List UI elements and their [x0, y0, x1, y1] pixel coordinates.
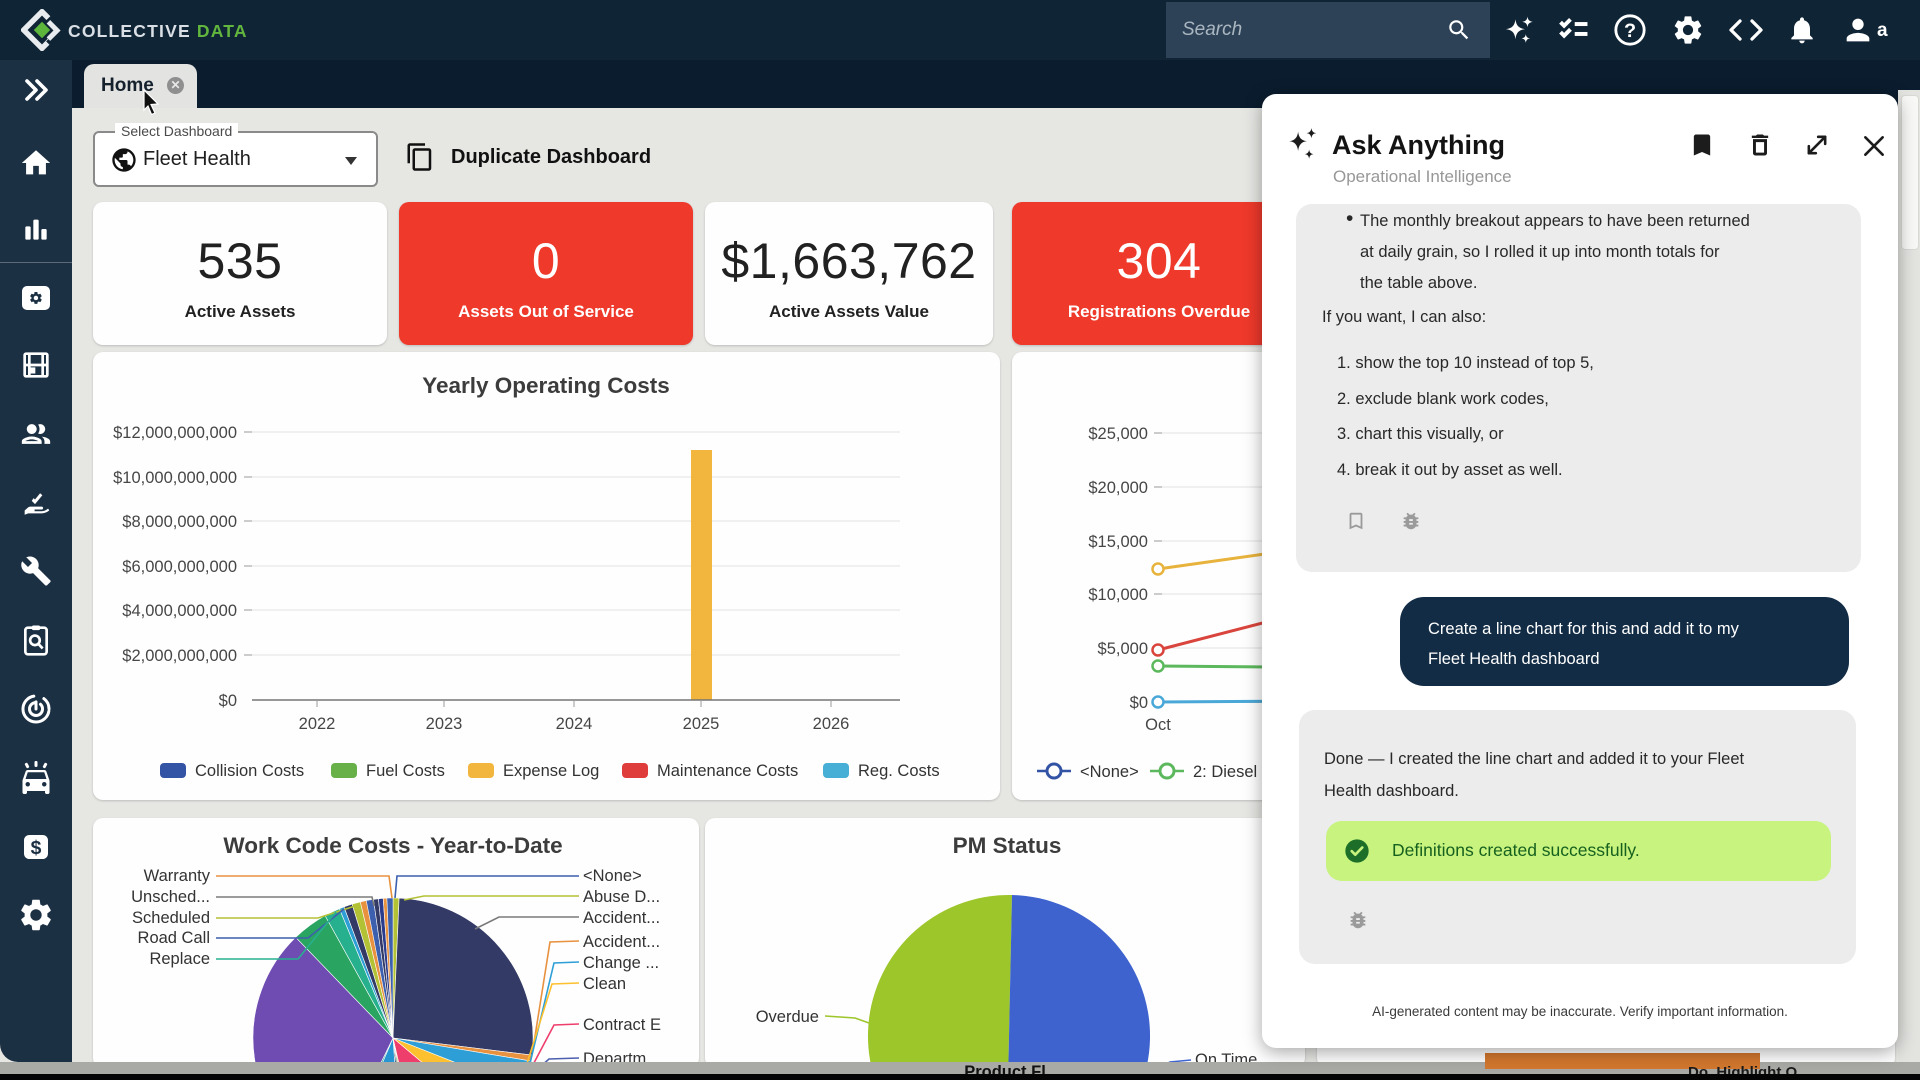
- svg-text:$25,000: $25,000: [1088, 425, 1148, 443]
- svg-text:$10,000: $10,000: [1088, 586, 1148, 604]
- svg-text:Oct: Oct: [1145, 716, 1171, 734]
- svg-text:$4,000,000,000: $4,000,000,000: [122, 602, 237, 620]
- svg-text:PM Status: PM Status: [953, 833, 1062, 858]
- svg-text:Accident...: Accident...: [583, 933, 660, 951]
- svg-text:Work Code Costs - Year-to-Date: Work Code Costs - Year-to-Date: [223, 833, 562, 858]
- svg-text:$8,000,000,000: $8,000,000,000: [122, 513, 237, 531]
- svg-text:Clean: Clean: [583, 975, 626, 993]
- svg-text:2025: 2025: [683, 715, 720, 733]
- svg-text:Abuse D...: Abuse D...: [583, 888, 660, 906]
- svg-text:Collision Costs: Collision Costs: [195, 762, 304, 780]
- svg-text:Overdue: Overdue: [756, 1008, 819, 1026]
- svg-text:2026: 2026: [813, 715, 850, 733]
- svg-text:Scheduled: Scheduled: [132, 909, 210, 927]
- svg-text:$10,000,000,000: $10,000,000,000: [113, 469, 237, 487]
- svg-text:$0: $0: [1130, 694, 1148, 712]
- svg-text:2024: 2024: [556, 715, 593, 733]
- svg-text:Reg. Costs: Reg. Costs: [858, 762, 940, 780]
- svg-text:Maintenance Costs: Maintenance Costs: [657, 762, 798, 780]
- svg-text:Yearly Operating Costs: Yearly Operating Costs: [422, 373, 670, 398]
- svg-text:Warranty: Warranty: [144, 867, 211, 885]
- svg-text:$6,000,000,000: $6,000,000,000: [122, 558, 237, 576]
- svg-text:Road Call: Road Call: [138, 929, 210, 947]
- svg-text:$12,000,000,000: $12,000,000,000: [113, 424, 237, 442]
- svg-text:?: ?: [1624, 20, 1636, 42]
- svg-text:$2,000,000,000: $2,000,000,000: [122, 647, 237, 665]
- svg-text:Replace: Replace: [149, 950, 210, 968]
- svg-text:Change ...: Change ...: [583, 954, 659, 972]
- svg-text:2022: 2022: [299, 715, 336, 733]
- svg-text:Unsched...: Unsched...: [131, 888, 210, 906]
- svg-text:$5,000: $5,000: [1098, 640, 1148, 658]
- svg-text:<None>: <None>: [1080, 763, 1139, 781]
- svg-text:$15,000: $15,000: [1088, 533, 1148, 551]
- svg-text:Expense Log: Expense Log: [503, 762, 599, 780]
- svg-text:$0: $0: [219, 692, 237, 710]
- svg-text:Contract E: Contract E: [583, 1016, 661, 1034]
- svg-text:$: $: [31, 838, 42, 859]
- svg-text:Accident...: Accident...: [583, 909, 660, 927]
- svg-text:$20,000: $20,000: [1088, 479, 1148, 497]
- svg-text:2: Diesel: 2: Diesel: [1193, 763, 1257, 781]
- svg-text:<None>: <None>: [583, 867, 642, 885]
- svg-text:2023: 2023: [426, 715, 463, 733]
- svg-text:Fuel Costs: Fuel Costs: [366, 762, 445, 780]
